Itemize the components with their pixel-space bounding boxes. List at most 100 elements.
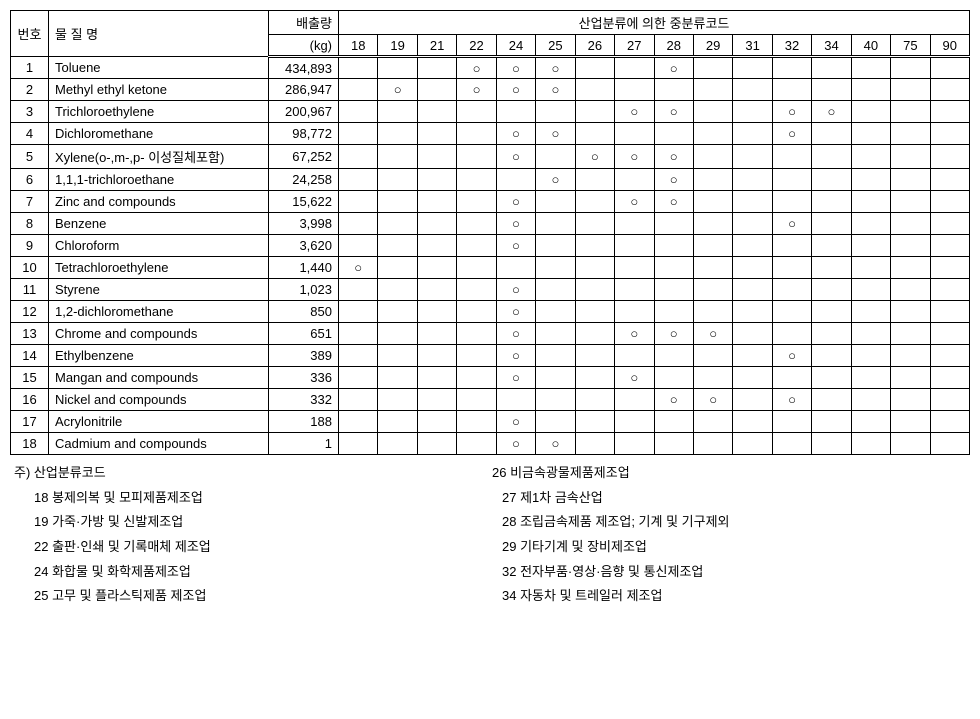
cell-code-21: [417, 389, 456, 411]
cell-code-34: [812, 123, 851, 145]
cell-code-18: [339, 169, 378, 191]
cell-code-75: [891, 57, 930, 79]
cell-code-21: [417, 57, 456, 79]
cell-code-25: [536, 213, 575, 235]
cell-code-27: ○: [615, 323, 654, 345]
cell-code-27: [615, 123, 654, 145]
table-row: 8Benzene3,998○○: [11, 213, 970, 235]
cell-emit: 389: [269, 345, 339, 367]
cell-code-32: ○: [772, 345, 811, 367]
cell-code-34: [812, 57, 851, 79]
table-row: 17Acrylonitrile188○: [11, 411, 970, 433]
cell-code-34: [812, 367, 851, 389]
cell-code-27: [615, 79, 654, 101]
cell-code-24: [496, 169, 535, 191]
cell-code-40: [851, 323, 890, 345]
th-code-25: 25: [536, 35, 575, 57]
cell-code-27: [615, 433, 654, 455]
cell-code-19: [378, 257, 417, 279]
footnote-left-0: 18 봉제의복 및 모피제품제조업: [10, 486, 502, 511]
cell-num: 18: [11, 433, 49, 455]
cell-code-32: [772, 169, 811, 191]
cell-emit: 15,622: [269, 191, 339, 213]
cell-code-40: [851, 279, 890, 301]
cell-code-25: [536, 279, 575, 301]
cell-code-29: [693, 235, 732, 257]
cell-code-28: [654, 235, 693, 257]
cell-code-25: [536, 235, 575, 257]
footnote-right-2: 28 조립금속제품 제조업; 기계 및 기구제외: [502, 510, 970, 535]
cell-code-22: [457, 367, 496, 389]
cell-emit: 188: [269, 411, 339, 433]
cell-code-25: [536, 323, 575, 345]
cell-code-25: [536, 411, 575, 433]
th-code-19: 19: [378, 35, 417, 57]
cell-num: 2: [11, 79, 49, 101]
cell-num: 11: [11, 279, 49, 301]
cell-code-40: [851, 411, 890, 433]
cell-code-90: [930, 123, 969, 145]
cell-code-29: [693, 279, 732, 301]
th-code-18: 18: [339, 35, 378, 57]
cell-code-32: [772, 191, 811, 213]
cell-emit: 24,258: [269, 169, 339, 191]
cell-name: Dichloromethane: [49, 123, 269, 145]
table-row: 13Chrome and compounds651○○○○: [11, 323, 970, 345]
cell-code-34: [812, 433, 851, 455]
cell-code-31: [733, 57, 772, 79]
cell-code-18: [339, 345, 378, 367]
cell-code-34: [812, 235, 851, 257]
cell-code-90: [930, 235, 969, 257]
cell-code-75: [891, 123, 930, 145]
cell-num: 12: [11, 301, 49, 323]
th-code-26: 26: [575, 35, 614, 57]
cell-code-31: [733, 123, 772, 145]
cell-code-24: ○: [496, 123, 535, 145]
table-row: 4Dichloromethane98,772○○○: [11, 123, 970, 145]
cell-code-31: [733, 301, 772, 323]
cell-code-25: [536, 191, 575, 213]
cell-name: 1,1,1-trichloroethane: [49, 169, 269, 191]
cell-code-24: ○: [496, 235, 535, 257]
cell-code-75: [891, 145, 930, 169]
cell-code-75: [891, 79, 930, 101]
th-code-22: 22: [457, 35, 496, 57]
cell-code-21: [417, 257, 456, 279]
cell-code-25: ○: [536, 169, 575, 191]
cell-code-29: [693, 123, 732, 145]
cell-code-90: [930, 389, 969, 411]
cell-code-26: [575, 169, 614, 191]
table-row: 11Styrene1,023○: [11, 279, 970, 301]
cell-code-25: [536, 257, 575, 279]
cell-code-75: [891, 389, 930, 411]
cell-code-18: [339, 411, 378, 433]
cell-code-27: [615, 389, 654, 411]
cell-name: Chrome and compounds: [49, 323, 269, 345]
cell-code-22: [457, 213, 496, 235]
cell-num: 17: [11, 411, 49, 433]
cell-emit: 286,947: [269, 79, 339, 101]
cell-code-21: [417, 345, 456, 367]
cell-code-19: [378, 323, 417, 345]
cell-code-34: [812, 145, 851, 169]
table-row: 3Trichloroethylene200,967○○○○: [11, 101, 970, 123]
cell-code-40: [851, 389, 890, 411]
cell-code-26: [575, 345, 614, 367]
cell-code-29: [693, 345, 732, 367]
cell-code-27: [615, 169, 654, 191]
cell-code-34: ○: [812, 101, 851, 123]
cell-code-27: [615, 411, 654, 433]
cell-code-22: [457, 191, 496, 213]
cell-code-25: ○: [536, 79, 575, 101]
th-code-34: 34: [812, 35, 851, 57]
cell-code-26: [575, 323, 614, 345]
th-code-27: 27: [615, 35, 654, 57]
cell-code-24: ○: [496, 79, 535, 101]
th-code-28: 28: [654, 35, 693, 57]
footnote-right-4: 32 전자부품·영상·음향 및 통신제조업: [502, 560, 970, 585]
cell-code-25: [536, 389, 575, 411]
cell-code-18: [339, 235, 378, 257]
cell-code-25: [536, 145, 575, 169]
cell-code-32: [772, 235, 811, 257]
cell-code-26: [575, 367, 614, 389]
